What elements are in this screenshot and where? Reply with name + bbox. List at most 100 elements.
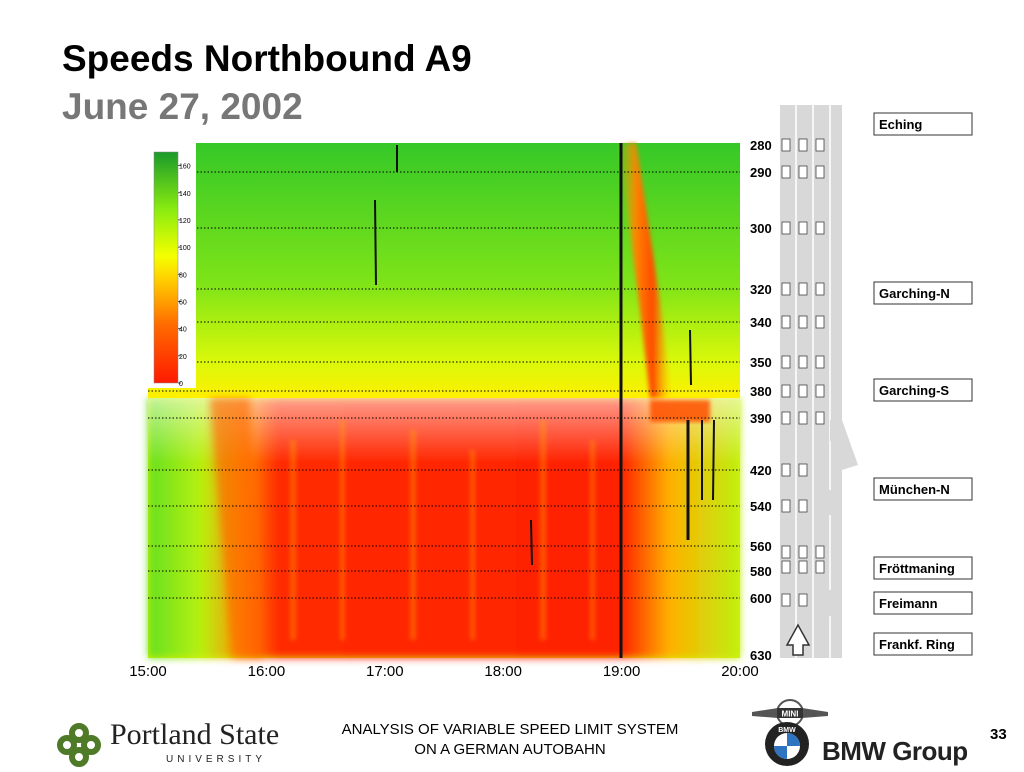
colorbar-ticks: 160 140 120 100 80 60 40 20 0	[178, 164, 191, 388]
speed-sign	[781, 355, 791, 369]
mini-wordmark: MINI	[782, 710, 799, 719]
speed-sign	[815, 165, 825, 179]
horizontal-gridlines	[148, 171, 740, 599]
speed-sign	[781, 138, 791, 152]
x-tick-label: 20:00	[721, 663, 759, 680]
colorbar-tick-label: 40	[179, 327, 187, 334]
colorbar-tick-label: 80	[179, 272, 187, 279]
page-subtitle: June 27, 2002	[62, 86, 303, 127]
speed-sign	[781, 560, 791, 574]
y-tick-label: 540	[750, 499, 772, 514]
speed-sign	[798, 221, 808, 235]
speed-sign	[781, 545, 791, 559]
speed-sign	[815, 282, 825, 296]
road-schematic	[780, 105, 858, 658]
y-tick-label: 290	[750, 165, 772, 180]
speed-sign	[798, 315, 808, 329]
speed-sign	[798, 384, 808, 398]
interchange-label: Garching-S	[879, 383, 949, 398]
speed-sign	[781, 384, 791, 398]
colorbar-tick-label: 140	[179, 191, 191, 198]
y-tick-label: 580	[750, 564, 772, 579]
interchange-box	[873, 112, 973, 136]
speed-sign	[815, 545, 825, 559]
colorbar-tick-label: 20	[179, 354, 187, 361]
interchange-label: Freimann	[879, 596, 938, 611]
speed-sign	[798, 499, 808, 513]
bmw-wordmark: BMW	[778, 727, 796, 734]
interchange-label: Fröttmaning	[879, 561, 955, 576]
psu-logo: Portland State UNIVERSITY	[54, 716, 294, 772]
y-tick-label: 340	[750, 315, 772, 330]
colorbar-tick-label: 160	[179, 164, 191, 171]
y-tick-label: 600	[750, 591, 772, 606]
interchange-box	[873, 632, 973, 656]
speed-sign	[781, 593, 791, 607]
bmw-mini-logos: MINI BMW	[752, 699, 828, 766]
interchange-box	[873, 556, 973, 580]
speed-sign	[798, 593, 808, 607]
x-tick-labels: 15:00 16:00 17:00 18:00 19:00 20:00	[129, 663, 759, 680]
psu-subtitle: UNIVERSITY	[166, 754, 267, 765]
speed-sign	[798, 545, 808, 559]
speed-sign	[781, 411, 791, 425]
x-tick-label: 15:00	[129, 663, 167, 680]
speed-sign	[798, 138, 808, 152]
y-tick-label: 300	[750, 221, 772, 236]
y-tick-label: 420	[750, 463, 772, 478]
interchange-label: Frankf. Ring	[879, 637, 955, 652]
psu-name: Portland State	[110, 718, 280, 751]
speed-sign	[798, 282, 808, 296]
footer-line-2: ON A GERMAN AUTOBAHN	[414, 741, 606, 758]
speed-sign	[798, 560, 808, 574]
speed-sign	[815, 411, 825, 425]
footer-line-1: ANALYSIS OF VARIABLE SPEED LIMIT SYSTEM	[341, 721, 679, 738]
interchange-label: Garching-N	[879, 286, 950, 301]
speed-sign	[781, 282, 791, 296]
x-tick-label: 16:00	[248, 663, 286, 680]
page-title: Speeds Northbound A9	[62, 38, 472, 79]
speed-sign	[798, 411, 808, 425]
speed-sign-gantries	[781, 138, 825, 607]
speed-sign	[781, 221, 791, 235]
speed-sign	[815, 221, 825, 235]
speed-sign	[798, 463, 808, 477]
interchange-label: Eching	[879, 117, 922, 132]
y-tick-label: 380	[750, 384, 772, 399]
colorbar-tick-label: 120	[179, 218, 191, 225]
y-tick-label: 280	[750, 138, 772, 153]
speed-sign	[781, 315, 791, 329]
interchange-label: München-N	[879, 482, 950, 497]
y-tick-labels: 280 290 300 320 340 350 380 390 420 540 560 580 600 6…	[750, 138, 772, 663]
psu-knot-icon	[57, 723, 101, 767]
colorbar: 160 140 120 100 80 60 40 20 0	[146, 143, 196, 388]
y-tick-label: 560	[750, 539, 772, 554]
speed-sign	[815, 384, 825, 398]
bmw-roundel-icon: BMW	[765, 722, 809, 766]
x-tick-label: 19:00	[603, 663, 641, 680]
page-number: 33	[990, 726, 1007, 743]
interchange-labels: Eching Garching-N Garching-S München-N Frött…	[873, 112, 973, 656]
interchange-box	[873, 477, 973, 501]
bmw-group-wordmark: BMW Group	[822, 736, 968, 766]
y-tick-label: 350	[750, 355, 772, 370]
speed-sign	[815, 315, 825, 329]
interchange-box	[873, 281, 973, 305]
colorbar-tick-label: 0	[179, 381, 183, 388]
speed-sign	[781, 165, 791, 179]
speed-sign	[781, 499, 791, 513]
direction-arrow-icon	[785, 623, 811, 656]
footer-caption: ANALYSIS OF VARIABLE SPEED LIMIT SYSTEM …	[300, 720, 720, 760]
interchange-box	[873, 378, 973, 402]
speed-sign	[815, 138, 825, 152]
speed-sign	[815, 560, 825, 574]
speed-sign	[815, 355, 825, 369]
mini-logo-icon: MINI	[752, 699, 828, 727]
speed-sign	[798, 355, 808, 369]
speed-sign	[798, 165, 808, 179]
y-tick-label: 390	[750, 411, 772, 426]
speed-heatmap-figure: 2802903003203403503803904205405605806006…	[129, 105, 973, 680]
speed-sign	[781, 463, 791, 477]
x-tick-label: 17:00	[366, 663, 404, 680]
y-tick-label: 320	[750, 282, 772, 297]
